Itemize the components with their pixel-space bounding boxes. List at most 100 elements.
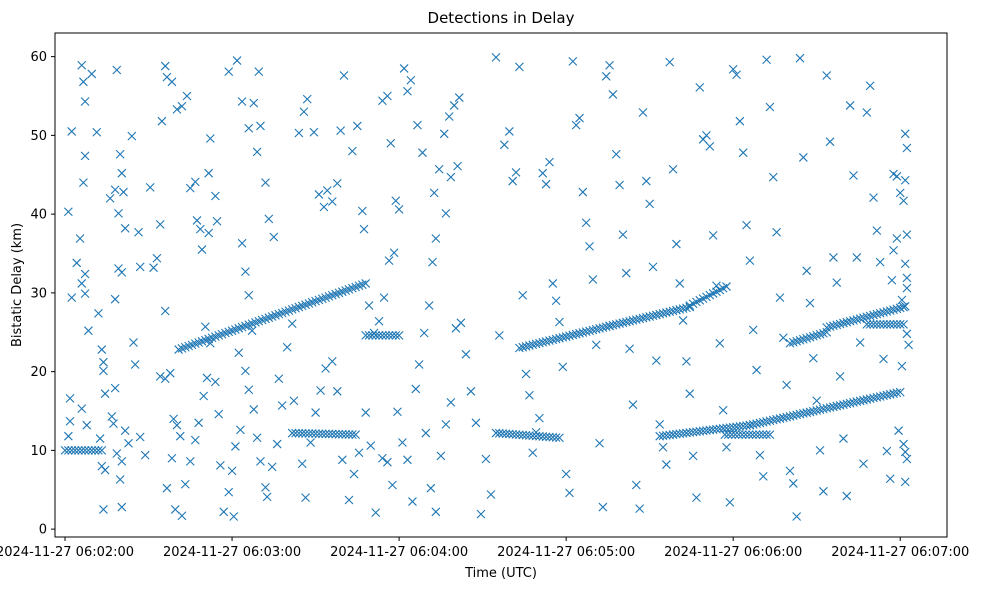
detection-point: [379, 293, 389, 302]
detection-point: [79, 178, 88, 188]
detection-point: [117, 457, 127, 466]
detection-point: [114, 208, 123, 218]
detection-point: [145, 182, 155, 192]
detection-point: [77, 279, 87, 288]
detection-point: [72, 258, 82, 268]
detection-point: [301, 300, 310, 310]
detection-point: [481, 454, 491, 464]
detection-point: [314, 190, 324, 199]
detection-point: [344, 284, 354, 294]
detection-point: [337, 455, 347, 465]
detection-point: [879, 391, 888, 401]
detection-point: [525, 431, 534, 440]
detection-point: [217, 329, 227, 339]
detection-point: [100, 465, 110, 475]
detection-point: [94, 308, 103, 318]
detection-point: [428, 257, 437, 267]
detection-point: [902, 143, 912, 153]
detection-point: [135, 262, 145, 272]
detection-point: [725, 497, 735, 507]
detection-point: [578, 328, 588, 337]
detection-point: [638, 108, 648, 117]
data-points: [60, 53, 913, 521]
detection-point: [70, 445, 80, 455]
detection-point: [67, 445, 77, 455]
detection-point: [294, 128, 304, 138]
detection-point: [678, 316, 688, 325]
detection-point: [805, 407, 815, 417]
detection-point: [294, 302, 304, 312]
detection-point: [611, 319, 621, 329]
detection-point: [618, 318, 628, 328]
detection-point: [301, 493, 310, 503]
detection-point: [772, 227, 782, 237]
detection-point: [403, 86, 412, 96]
detection-point: [269, 232, 279, 242]
detection-point: [399, 64, 409, 73]
y-tick-label: 30: [30, 286, 47, 301]
detection-point: [344, 495, 354, 505]
detection-point: [902, 230, 912, 239]
detection-point: [119, 187, 128, 197]
detection-point: [819, 404, 828, 414]
detection-point: [792, 410, 802, 420]
detection-point: [494, 331, 504, 340]
detection-point: [879, 308, 888, 317]
detection-point: [311, 429, 320, 439]
detection-point: [210, 377, 220, 387]
detection-point: [775, 414, 785, 423]
detection-point: [889, 319, 898, 329]
detection-point: [386, 138, 396, 148]
detection-point: [321, 429, 330, 439]
detection-point: [63, 445, 73, 455]
detection-point: [309, 127, 319, 137]
detection-point: [384, 256, 394, 265]
detection-point: [120, 426, 130, 436]
detection-point: [511, 430, 521, 439]
detection-point: [182, 91, 192, 101]
detection-point: [241, 267, 250, 277]
detection-point: [341, 429, 351, 439]
detection-point: [471, 418, 481, 428]
detection-point: [120, 223, 130, 233]
detection-point: [167, 453, 177, 463]
detection-point: [782, 380, 792, 390]
detection-point: [256, 457, 265, 466]
detection-point: [393, 407, 402, 417]
detection-point: [897, 295, 907, 305]
detection-point: [775, 293, 785, 302]
detection-point: [80, 269, 90, 279]
detection-point: [251, 318, 260, 327]
detection-point: [152, 253, 162, 263]
detection-point: [252, 147, 262, 157]
detection-point: [398, 438, 407, 447]
detection-point: [702, 130, 711, 140]
detection-point: [621, 268, 631, 278]
detection-point: [421, 428, 431, 438]
detection-point: [598, 502, 608, 512]
detection-point: [63, 431, 73, 441]
detection-point: [889, 305, 898, 315]
detection-point: [755, 450, 765, 460]
detection-point: [317, 294, 327, 304]
detection-point: [835, 319, 845, 329]
detection-point: [431, 507, 441, 517]
detection-point: [819, 486, 828, 496]
detection-point: [224, 67, 234, 76]
detection-point: [461, 349, 471, 359]
detection-point: [284, 306, 294, 315]
detection-point: [508, 176, 518, 186]
detection-point: [75, 234, 85, 243]
y-tick-label: 20: [30, 365, 47, 380]
detection-point: [815, 329, 825, 339]
detection-point: [319, 202, 329, 212]
detection-point: [494, 428, 504, 438]
detection-point: [865, 394, 875, 404]
detection-point: [785, 466, 795, 476]
detection-point: [374, 316, 384, 326]
detection-point: [160, 306, 170, 316]
detection-point: [185, 183, 195, 193]
detection-point: [802, 333, 812, 343]
detection-point: [274, 309, 284, 319]
